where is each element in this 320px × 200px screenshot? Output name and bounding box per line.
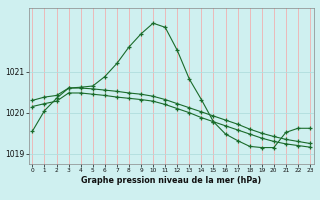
X-axis label: Graphe pression niveau de la mer (hPa): Graphe pression niveau de la mer (hPa) (81, 176, 261, 185)
